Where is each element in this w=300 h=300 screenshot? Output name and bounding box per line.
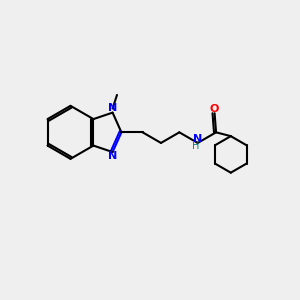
- Text: O: O: [210, 104, 219, 114]
- Text: N: N: [193, 134, 202, 144]
- Text: N: N: [108, 103, 118, 113]
- Text: N: N: [108, 152, 118, 161]
- Text: H: H: [192, 141, 199, 151]
